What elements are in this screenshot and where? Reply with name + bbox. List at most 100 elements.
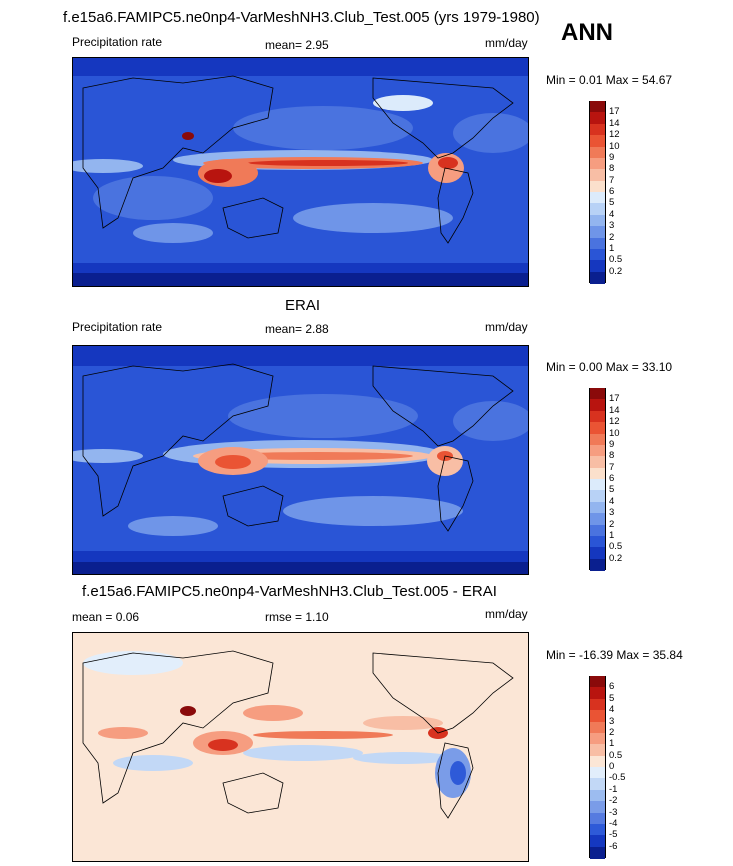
panel-obs-map	[72, 345, 529, 575]
colorbar-swatch	[590, 490, 605, 503]
colorbar-swatch	[590, 157, 605, 170]
panel-model-map	[72, 57, 529, 287]
colorbar-swatch	[590, 112, 605, 125]
colorbar-tick-label: 0	[609, 761, 615, 772]
colorbar-swatch	[590, 214, 605, 227]
colorbar-tick-label: 0.5	[609, 749, 623, 761]
panel-obs-units-label: mm/day	[485, 320, 528, 334]
colorbar-tick-label: 0.2	[609, 552, 623, 564]
colorbar-swatch	[590, 203, 605, 216]
colorbar-tick-label: 2	[609, 231, 615, 243]
colorbar-tick-label: 3	[609, 220, 615, 232]
colorbar-swatch	[590, 226, 605, 238]
colorbar-swatch	[590, 399, 605, 412]
panel-diff-colorbar-swatches	[589, 676, 606, 859]
colorbar-tick-label: 9	[609, 438, 615, 450]
panel-obs-colorbar: 17 14 12 10 9 8 7 6 5 4 3 2 1 0.5 0.2	[589, 388, 629, 571]
panel-diff-colorbar: 6 5 4 3 2 1 0.5 0 -0.5 -1 -2 -3 -4 -5 -6	[589, 676, 629, 859]
colorbar-swatch	[590, 410, 605, 423]
colorbar-swatch	[590, 721, 605, 734]
colorbar-swatch	[590, 823, 605, 836]
colorbar-swatch	[590, 676, 605, 688]
colorbar-tick-label: 9	[609, 151, 615, 163]
colorbar-swatch	[590, 192, 605, 204]
colorbar-swatch	[590, 237, 605, 250]
colorbar-swatch	[590, 789, 605, 802]
colorbar-tick-label: -5	[609, 829, 618, 841]
panel-obs-mean-label: mean= 2.88	[265, 322, 329, 336]
colorbar-tick-label: 14	[609, 117, 620, 129]
colorbar-tick-label: 6	[609, 186, 615, 197]
colorbar-swatch	[590, 123, 605, 136]
colorbar-tick-label: 2	[609, 726, 615, 738]
colorbar-swatch	[590, 558, 605, 571]
panel-model-colorbar: 17 14 12 10 9 8 7 6 5 4 3 2 1 0.5 0.2	[589, 101, 629, 284]
panel-diff-heading: f.e15a6.FAMIPC5.ne0np4-VarMeshNH3.Club_T…	[82, 583, 497, 600]
colorbar-tick-label: -6	[609, 840, 618, 852]
colorbar-tick-label: 6	[609, 473, 615, 484]
colorbar-tick-label: 0.5	[609, 254, 623, 266]
colorbar-swatch	[590, 422, 605, 434]
colorbar-tick-label: 4	[609, 208, 615, 220]
colorbar-swatch	[590, 180, 605, 193]
colorbar-tick-label: 8	[609, 163, 615, 175]
panel-diff-mean-label: mean = 0.06	[72, 610, 140, 624]
colorbar-swatch	[590, 524, 605, 537]
panel-model-mean-label: mean= 2.95	[265, 38, 329, 52]
colorbar-swatch	[590, 260, 605, 273]
colorbar-swatch	[590, 388, 605, 400]
figure-title: f.e15a6.FAMIPC5.ne0np4-VarMeshNH3.Club_T…	[63, 9, 540, 26]
colorbar-tick-label: 1	[609, 738, 615, 750]
colorbar-swatch	[590, 801, 605, 813]
colorbar-swatch	[590, 433, 605, 446]
panel-model-variable-label: Precipitation rate	[72, 35, 163, 49]
panel-diff-minmax: Min = -16.39 Max = 35.84	[546, 648, 683, 662]
colorbar-tick-label: 8	[609, 450, 615, 462]
colorbar-tick-label: 1	[609, 242, 615, 254]
colorbar-swatch	[590, 778, 605, 791]
colorbar-swatch	[590, 444, 605, 457]
panel-model-minmax: Min = 0.01 Max = 54.67	[546, 73, 673, 87]
colorbar-swatch	[590, 479, 605, 491]
colorbar-swatch	[590, 467, 605, 480]
colorbar-tick-label: 5	[609, 197, 615, 209]
colorbar-tick-label: 10	[609, 140, 620, 152]
colorbar-tick-label: 2	[609, 518, 615, 530]
season-label: ANN	[561, 19, 613, 46]
colorbar-tick-label: 5	[609, 484, 615, 496]
panel-obs-variable-label: Precipitation rate	[72, 320, 163, 334]
panel-diff-map	[72, 632, 529, 862]
colorbar-tick-label: 3	[609, 715, 615, 727]
colorbar-tick-label: 14	[609, 404, 620, 416]
colorbar-tick-label: 1	[609, 529, 615, 541]
colorbar-swatch	[590, 535, 605, 548]
panel-obs-minmax: Min = 0.00 Max = 33.10	[546, 360, 673, 374]
colorbar-swatch	[590, 456, 605, 469]
colorbar-swatch	[590, 744, 605, 757]
colorbar-swatch	[590, 501, 605, 514]
colorbar-swatch	[590, 767, 605, 779]
colorbar-tick-label: -4	[609, 817, 618, 829]
colorbar-swatch	[590, 755, 605, 768]
colorbar-swatch	[590, 732, 605, 745]
colorbar-tick-label: 7	[609, 461, 615, 473]
colorbar-swatch	[590, 812, 605, 825]
colorbar-tick-label: 17	[609, 393, 620, 405]
colorbar-swatch	[590, 169, 605, 182]
colorbar-swatch	[590, 698, 605, 711]
colorbar-swatch	[590, 513, 605, 525]
colorbar-swatch	[590, 547, 605, 560]
panel-model-units-label: mm/day	[485, 36, 528, 50]
panel-obs-colorbar-swatches	[589, 388, 606, 571]
colorbar-tick-label: 7	[609, 174, 615, 186]
colorbar-tick-label: 4	[609, 704, 615, 716]
colorbar-swatch	[590, 687, 605, 700]
panel-diff-units-label: mm/day	[485, 607, 528, 621]
colorbar-tick-label: 0.5	[609, 541, 623, 553]
colorbar-tick-label: 6	[609, 681, 615, 693]
colorbar-tick-label: 10	[609, 427, 620, 439]
colorbar-swatch	[590, 710, 605, 722]
colorbar-swatch	[590, 101, 605, 113]
panel-model-colorbar-swatches	[589, 101, 606, 284]
colorbar-swatch	[590, 271, 605, 284]
